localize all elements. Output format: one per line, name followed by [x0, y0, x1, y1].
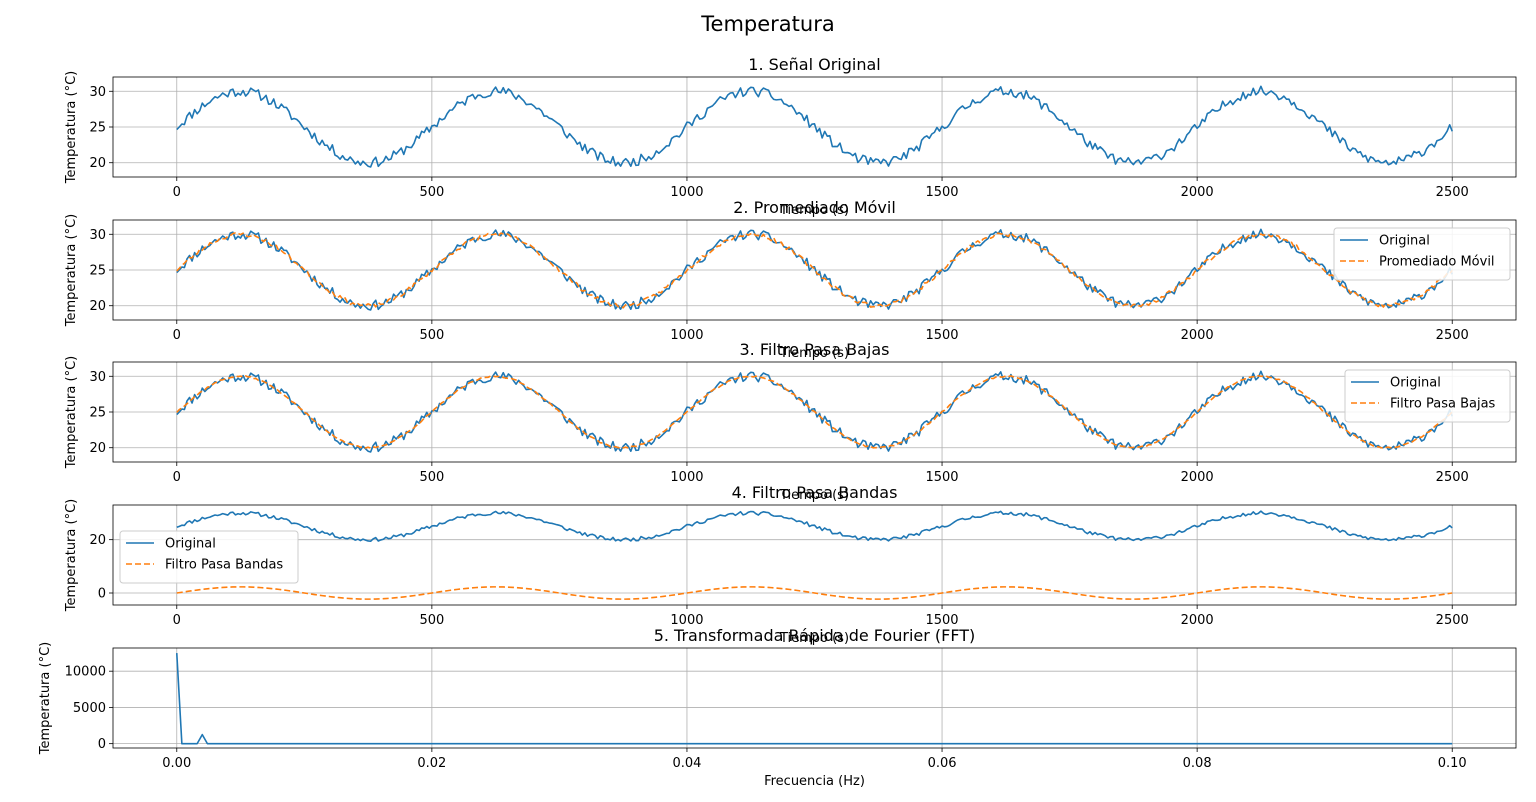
legend-label: Original	[165, 537, 216, 552]
x-axis-label: Tiempo (s)	[779, 203, 849, 218]
series-line-original	[176, 510, 1453, 543]
x-tick-label: 2500	[1436, 185, 1469, 200]
series-line-signal	[176, 85, 1453, 168]
legend-box	[1333, 227, 1511, 281]
x-tick-label: 0.00	[162, 756, 191, 771]
axes-frame	[112, 504, 1517, 606]
x-tick-label: 1000	[670, 185, 703, 200]
x-tick-label: 2500	[1436, 470, 1469, 485]
x-tick-label: 2000	[1181, 470, 1214, 485]
x-tick-label: 1500	[925, 613, 958, 628]
legend-box	[119, 530, 299, 584]
x-tick-label: 0.02	[417, 756, 446, 771]
legend-label: Promediado Móvil	[1379, 255, 1495, 270]
legend-box	[1344, 369, 1511, 423]
x-tick-label: 0	[173, 470, 181, 485]
x-tick-label: 2000	[1181, 328, 1214, 343]
x-axis-label: Tiempo (s)	[779, 631, 849, 646]
y-tick-label: 5000	[73, 701, 106, 716]
y-tick-label: 25	[89, 264, 106, 279]
x-tick-label: 500	[419, 470, 444, 485]
subplot-title: 2. Promediado Móvil	[733, 198, 896, 217]
legend: Original Filtro Pasa Bandas	[119, 530, 299, 584]
x-axis-label: Tiempo (s)	[779, 488, 849, 503]
x-tick-label: 2000	[1181, 613, 1214, 628]
x-tick-label: 1500	[925, 470, 958, 485]
y-axis-label: Temperatura (°C)	[64, 356, 79, 469]
x-axis-label: Frecuencia (Hz)	[764, 774, 865, 789]
x-tick-label: 0.06	[928, 756, 957, 771]
legend-label: Original	[1379, 234, 1430, 249]
subplot-5: 0.00 0.02 0.04 0.06 0.08 0.10 0 5000 10000 5. Tra…	[38, 626, 1517, 789]
y-tick-label: 0	[98, 587, 106, 602]
series-line-filtro-pasa-bajas	[176, 374, 1453, 449]
subplot-1: 0 500 1000 1500 2000 2500 20 25 30 1. Señal Origi…	[64, 55, 1517, 218]
x-tick-label: 2500	[1436, 613, 1469, 628]
y-axis-label: Temperatura (°C)	[64, 71, 79, 184]
subplot-title: 4. Filtro Pasa Bandas	[732, 483, 898, 502]
x-tick-label: 1000	[670, 328, 703, 343]
x-tick-label: 500	[419, 613, 444, 628]
y-axis-label: Temperatura (°C)	[64, 499, 79, 612]
x-tick-label: 0	[173, 328, 181, 343]
x-tick-label: 2000	[1181, 185, 1214, 200]
x-tick-label: 1000	[670, 613, 703, 628]
series-line-original	[176, 228, 1453, 311]
x-tick-label: 0	[173, 185, 181, 200]
series-line-filtro-pasa-bandas	[176, 586, 1453, 600]
subplot-title: 5. Transformada Rápida de Fourier (FFT)	[654, 626, 976, 645]
y-tick-label: 25	[89, 121, 106, 136]
x-tick-label: 0.08	[1183, 756, 1212, 771]
subplot-2: 0 500 1000 1500 2000 2500 20 25 30 2. Promediado …	[64, 198, 1517, 361]
x-tick-label: 500	[419, 185, 444, 200]
subplot-4: 0 500 1000 1500 2000 2500 0 20 4. Filtro Pasa Ba…	[64, 483, 1517, 646]
y-tick-label: 20	[89, 299, 106, 314]
subplot-title: 3. Filtro Pasa Bajas	[740, 340, 890, 359]
y-tick-label: 25	[89, 406, 106, 421]
subplot-3: 0 500 1000 1500 2000 2500 20 25 30 3. Filtro Pasa…	[64, 340, 1517, 503]
x-tick-label: 0.10	[1438, 756, 1467, 771]
x-axis-label: Tiempo (s)	[779, 346, 849, 361]
legend-label: Filtro Pasa Bajas	[1390, 397, 1496, 412]
figure-title: Temperatura	[700, 12, 834, 36]
subplot-title: 1. Señal Original	[748, 55, 880, 74]
y-tick-label: 30	[89, 85, 106, 100]
y-tick-label: 20	[89, 156, 106, 171]
legend-label: Filtro Pasa Bandas	[165, 558, 283, 573]
y-tick-label: 0	[98, 737, 106, 752]
x-tick-label: 0.04	[672, 756, 701, 771]
y-tick-label: 10000	[65, 665, 106, 680]
series-line-promediado-m-vil	[176, 232, 1453, 309]
y-axis-label: Temperatura (°C)	[38, 642, 53, 755]
y-axis-label: Temperatura (°C)	[64, 214, 79, 327]
axes-frame	[112, 647, 1517, 749]
x-tick-label: 1500	[925, 328, 958, 343]
x-tick-label: 500	[419, 328, 444, 343]
x-tick-label: 1500	[925, 185, 958, 200]
x-tick-label: 2500	[1436, 328, 1469, 343]
y-tick-label: 30	[89, 228, 106, 243]
y-tick-label: 30	[89, 370, 106, 385]
legend: Original Filtro Pasa Bajas	[1344, 369, 1511, 423]
y-tick-label: 20	[89, 441, 106, 456]
x-tick-label: 1000	[670, 470, 703, 485]
y-tick-label: 20	[89, 533, 106, 548]
legend: Original Promediado Móvil	[1333, 227, 1511, 281]
legend-label: Original	[1390, 376, 1441, 391]
series-line-signal	[175, 653, 1453, 745]
series-line-original	[176, 370, 1453, 453]
x-tick-label: 0	[173, 613, 181, 628]
